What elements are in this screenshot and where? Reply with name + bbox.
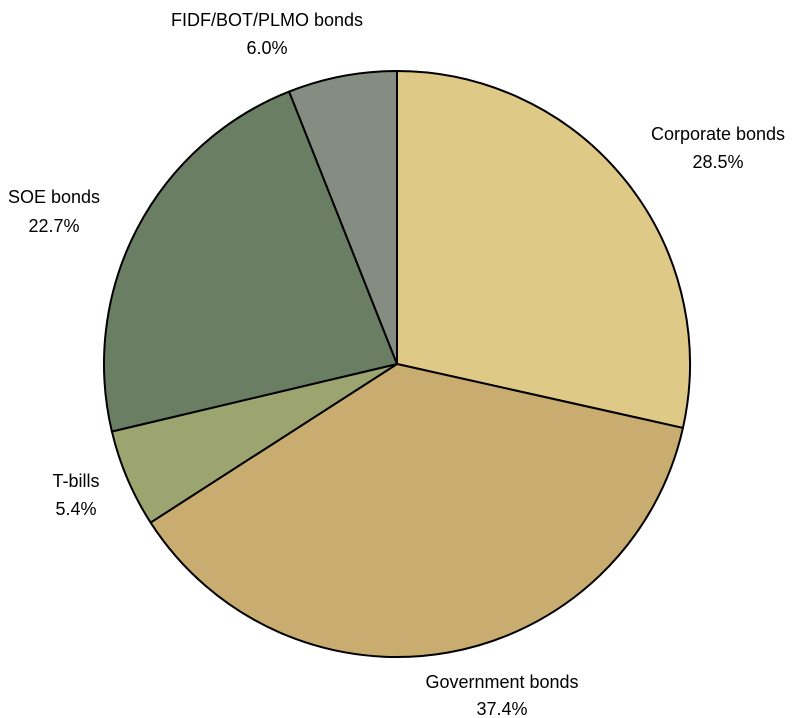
pie-slices xyxy=(103,70,691,658)
slice-value-soe-bonds: 22.7% xyxy=(28,216,79,236)
slice-label-corporate-bonds: Corporate bonds xyxy=(651,124,785,144)
pie-slice-corporate-bonds xyxy=(396,70,691,429)
slice-label-t-bills: T-bills xyxy=(52,471,99,491)
pie-labels: Corporate bonds 28.5% Government bonds 37.4… xyxy=(8,10,785,718)
slice-label-government-bonds: Government bonds xyxy=(425,672,578,692)
slice-value-corporate-bonds: 28.5% xyxy=(692,152,743,172)
slice-label-soe-bonds: SOE bonds xyxy=(8,187,100,207)
slice-label-fidf-bot-plmo-bonds: FIDF/BOT/PLMO bonds xyxy=(171,10,363,30)
pie-slice-soe-bonds xyxy=(103,90,398,433)
slice-value-government-bonds: 37.4% xyxy=(476,699,527,718)
pie-slice-fidf-bot-plmo-bonds xyxy=(288,70,398,365)
slice-value-t-bills: 5.4% xyxy=(55,499,96,519)
slice-value-fidf-bot-plmo-bonds: 6.0% xyxy=(246,38,287,58)
